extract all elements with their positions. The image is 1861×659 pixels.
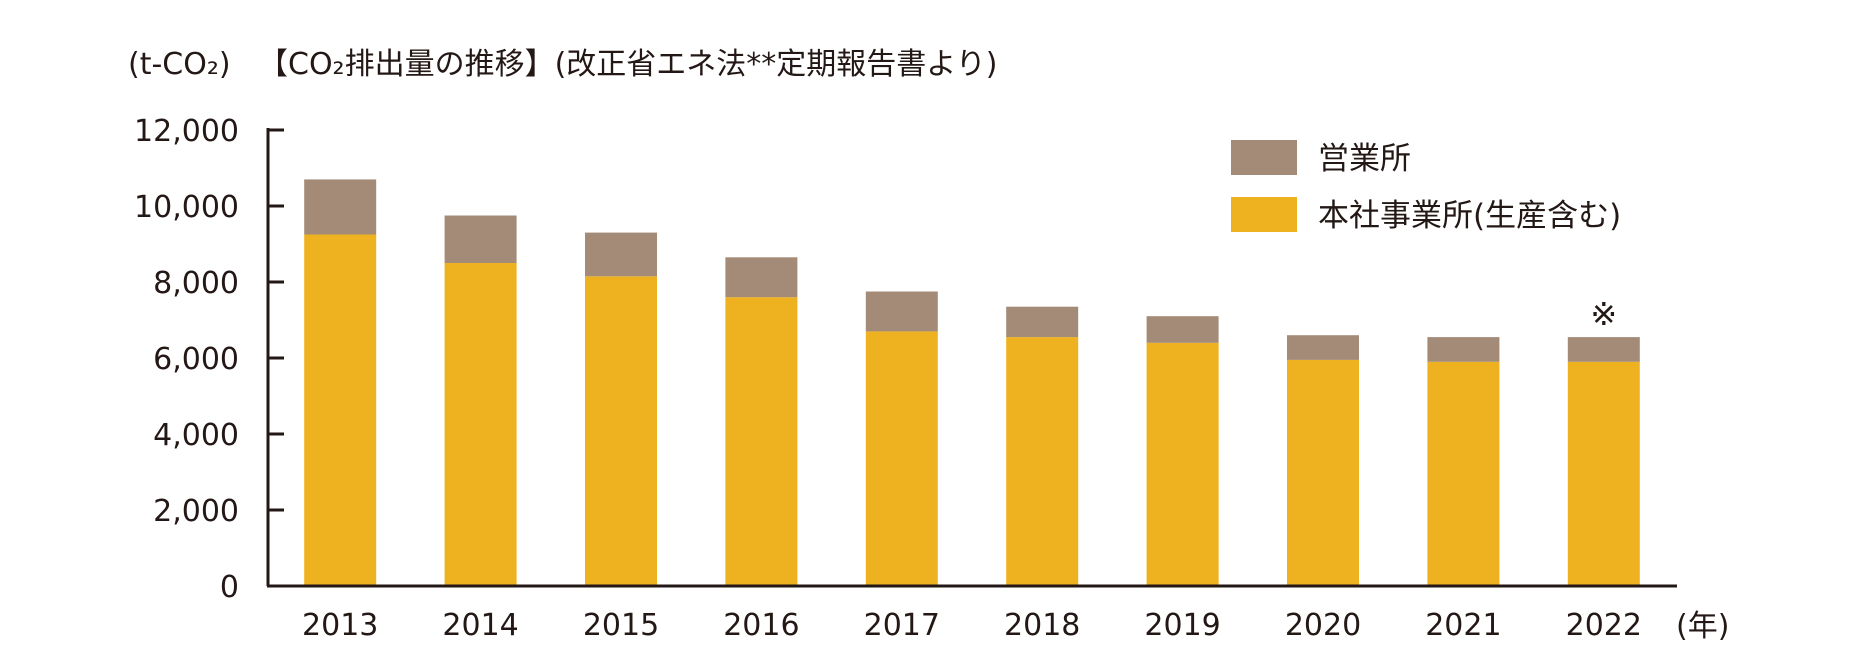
y-axis: 0 2,000 4,000 6,000 8,000 10,000 12,000 bbox=[134, 114, 284, 605]
x-tick-label: 2016 bbox=[723, 608, 799, 643]
legend-swatch bbox=[1231, 140, 1297, 175]
bar-honsha bbox=[1287, 359, 1359, 586]
bar-eigyosho bbox=[585, 232, 657, 277]
y-tick-label: 4,000 bbox=[153, 418, 239, 453]
legend-label: 本社事業所(生産含む) bbox=[1318, 198, 1621, 234]
bar-honsha bbox=[865, 331, 938, 586]
x-axis-unit-label: (年) bbox=[1676, 609, 1729, 644]
x-axis: 2013 2014 2015 2016 2017 2018 2019 2020 2021 2022 bbox=[267, 584, 1677, 643]
bar-honsha bbox=[1146, 342, 1219, 586]
y-tick-label: 6,000 bbox=[153, 342, 239, 377]
y-axis-unit-label: (t-CO₂) bbox=[128, 47, 231, 82]
plot-area: ※ bbox=[304, 179, 1640, 586]
y-tick-label: 10,000 bbox=[134, 190, 239, 225]
y-tick-label: 8,000 bbox=[153, 266, 239, 301]
y-tick-label: 0 bbox=[220, 570, 239, 605]
x-tick-label: 2020 bbox=[1285, 608, 1361, 643]
bar-eigyosho bbox=[865, 291, 938, 332]
bar-group-2017 bbox=[865, 291, 938, 586]
x-tick-label: 2017 bbox=[864, 608, 940, 643]
bar-honsha bbox=[585, 276, 657, 586]
bar-eigyosho bbox=[1146, 316, 1219, 343]
bar-honsha bbox=[725, 297, 798, 586]
x-tick-label: 2018 bbox=[1004, 608, 1080, 643]
bar-eigyosho bbox=[444, 215, 517, 263]
bar-group-2022 bbox=[1567, 337, 1640, 586]
bar-group-2019 bbox=[1146, 316, 1219, 586]
bar-honsha bbox=[444, 263, 517, 586]
x-tick-label: 2015 bbox=[583, 608, 659, 643]
bar-eigyosho bbox=[1006, 306, 1079, 338]
bar-eigyosho bbox=[1567, 337, 1640, 362]
bar-group-2013 bbox=[304, 179, 377, 586]
bar-honsha bbox=[1427, 361, 1500, 586]
x-tick-label: 2013 bbox=[302, 608, 378, 643]
note-mark: ※ bbox=[1590, 295, 1617, 333]
bar-group-2015 bbox=[585, 232, 657, 586]
bar-eigyosho bbox=[1287, 335, 1359, 360]
bar-honsha bbox=[304, 234, 377, 586]
y-tick-label: 12,000 bbox=[134, 114, 239, 149]
bar-group-2020 bbox=[1287, 335, 1359, 586]
bar-group-2018 bbox=[1006, 306, 1079, 586]
bar-honsha bbox=[1567, 361, 1640, 586]
chart-title: 【CO₂排出量の推移】(改正省エネ法**定期報告書より) bbox=[258, 47, 997, 82]
legend-label: 営業所 bbox=[1318, 141, 1411, 177]
bar-group-2014 bbox=[444, 215, 517, 586]
x-tick-label: 2021 bbox=[1425, 608, 1501, 643]
bar-honsha bbox=[1006, 337, 1079, 586]
bar-eigyosho bbox=[1427, 337, 1500, 362]
x-tick-label: 2022 bbox=[1566, 608, 1642, 643]
bar-group-2021 bbox=[1427, 337, 1500, 586]
legend-swatch bbox=[1231, 197, 1297, 232]
y-tick-label: 2,000 bbox=[153, 494, 239, 529]
x-tick-label: 2019 bbox=[1144, 608, 1220, 643]
bar-eigyosho bbox=[304, 179, 377, 235]
bar-group-2016 bbox=[725, 257, 798, 586]
x-tick-label: 2014 bbox=[442, 608, 518, 643]
bar-eigyosho bbox=[725, 257, 798, 298]
